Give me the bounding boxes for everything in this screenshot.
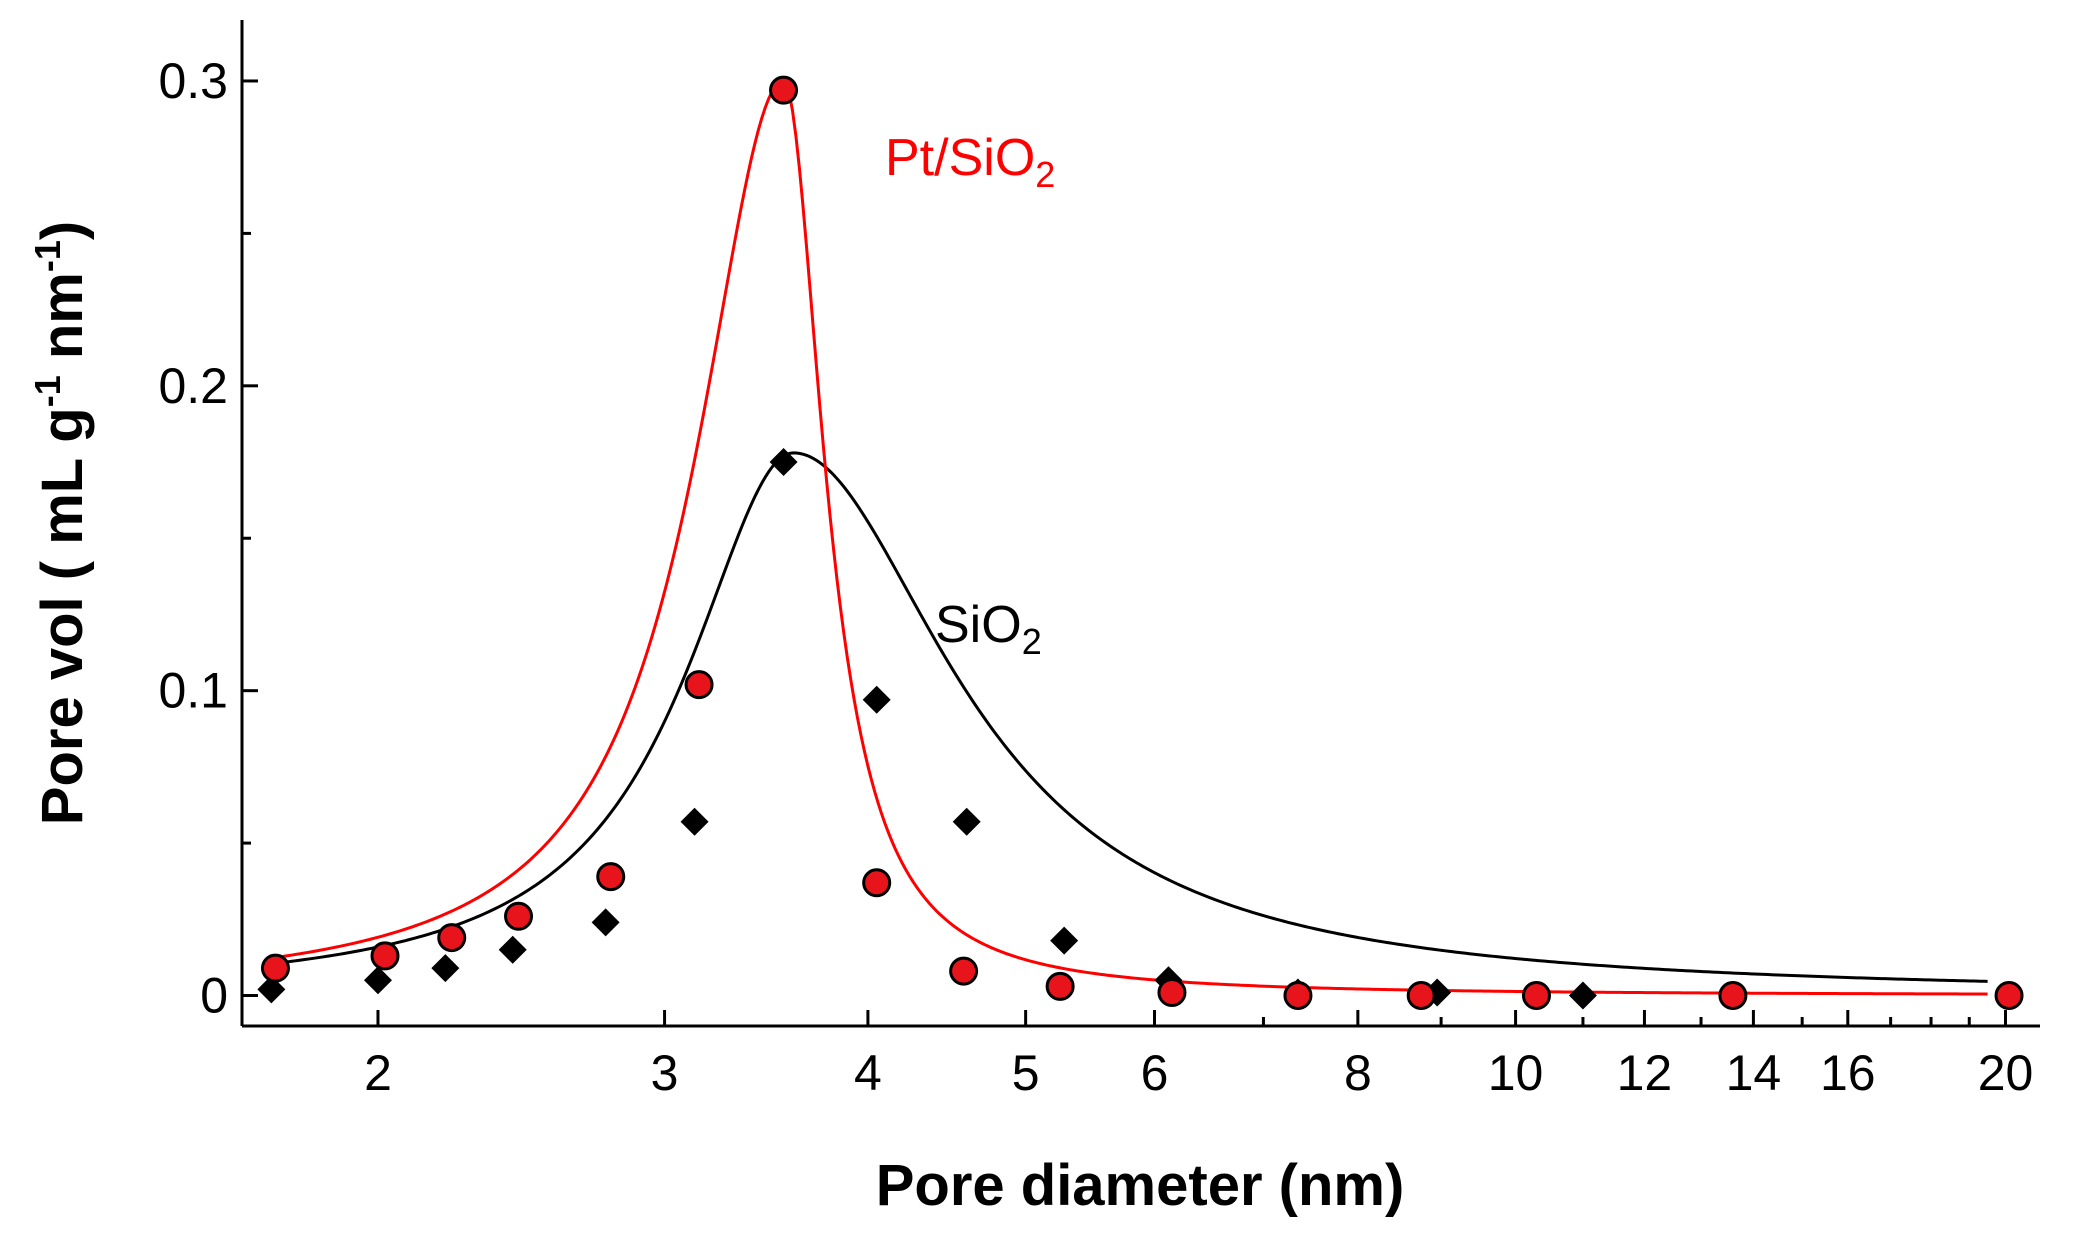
pt-sio2-label-subscript: 2	[1035, 154, 1055, 195]
pt-sio2-data-point	[596, 862, 626, 892]
y-axis-title-part: nm	[30, 272, 95, 375]
labels: Pore diameter (nm) 0 0.1 0.2 0.3 2 3 4 5 6 8 10 12 1…	[27, 53, 2033, 1218]
sio2-data-point	[1568, 981, 1597, 1010]
pt-sio2-series-label: Pt/SiO2	[885, 129, 1055, 195]
x-tick-label: 16	[1820, 1045, 1876, 1101]
sio2-data-point	[952, 807, 981, 836]
y-tick-label: 0.2	[158, 358, 228, 414]
x-tick-label: 3	[651, 1045, 679, 1101]
x-tick-label: 10	[1488, 1045, 1544, 1101]
y-axis-title-part: )	[30, 221, 95, 240]
y-tick-label: 0	[200, 968, 228, 1024]
x-axis-title: Pore diameter (nm)	[876, 1153, 1405, 1218]
sio2-data-point	[431, 954, 460, 983]
fit-curves	[271, 79, 1988, 996]
x-tick-label: 2	[364, 1045, 392, 1101]
pt-sio2-data-point	[370, 941, 400, 971]
sio2-series-label: SiO2	[935, 596, 1042, 662]
x-tick-label: 5	[1012, 1045, 1040, 1101]
pt-sio2-label-main: Pt/SiO	[885, 129, 1035, 187]
pt-sio2-data-point	[1406, 981, 1436, 1011]
pt-sio2-data-point	[1718, 981, 1748, 1011]
pt-sio2-data-point	[1521, 981, 1551, 1011]
y-axis-title: Pore vol ( mL g-1 nm-1)	[27, 221, 95, 825]
x-tick-label: 12	[1617, 1045, 1673, 1101]
pt-sio2-data-point	[1045, 971, 1075, 1001]
y-axis-title-part: Pore vol ( mL g	[30, 407, 95, 825]
x-tick-label: 20	[1978, 1045, 2034, 1101]
sio2-data-point	[257, 975, 286, 1004]
y-axis-title-superscript: -1	[27, 375, 68, 407]
sio2-data-point	[862, 685, 891, 714]
sio2-data-point	[1050, 926, 1079, 955]
y-tick-label: 0.3	[158, 53, 228, 109]
pt-sio2-data-point	[1157, 977, 1187, 1007]
y-axis-title-superscript: -1	[27, 240, 68, 272]
axes	[240, 20, 2040, 1028]
pt-sio2-data-point	[949, 956, 979, 986]
pt-sio2-data-point	[504, 901, 534, 931]
pt-sio2-data-point	[769, 75, 799, 105]
sio2-label-main: SiO	[935, 596, 1022, 654]
fit-curve-sio2	[271, 451, 1988, 983]
pt-sio2-data-point	[437, 923, 467, 953]
sio2-data-point	[680, 807, 709, 836]
data-points	[257, 75, 2024, 1011]
fit-curve-pt-sio2	[275, 79, 1988, 996]
x-tick-label: 14	[1726, 1045, 1782, 1101]
pt-sio2-data-point	[1283, 981, 1313, 1011]
pt-sio2-data-point	[684, 670, 714, 700]
sio2-data-point	[363, 966, 392, 995]
x-tick-label: 8	[1344, 1045, 1372, 1101]
y-tick-label: 0.1	[158, 663, 228, 719]
sio2-label-subscript: 2	[1022, 621, 1042, 662]
x-tick-label: 6	[1141, 1045, 1169, 1101]
pt-sio2-data-point	[862, 868, 892, 898]
pt-sio2-data-point	[260, 953, 290, 983]
pt-sio2-data-point	[1994, 981, 2024, 1011]
sio2-data-point	[498, 935, 527, 964]
sio2-data-point	[769, 448, 798, 477]
x-tick-label: 4	[854, 1045, 882, 1101]
sio2-data-point	[591, 908, 620, 937]
